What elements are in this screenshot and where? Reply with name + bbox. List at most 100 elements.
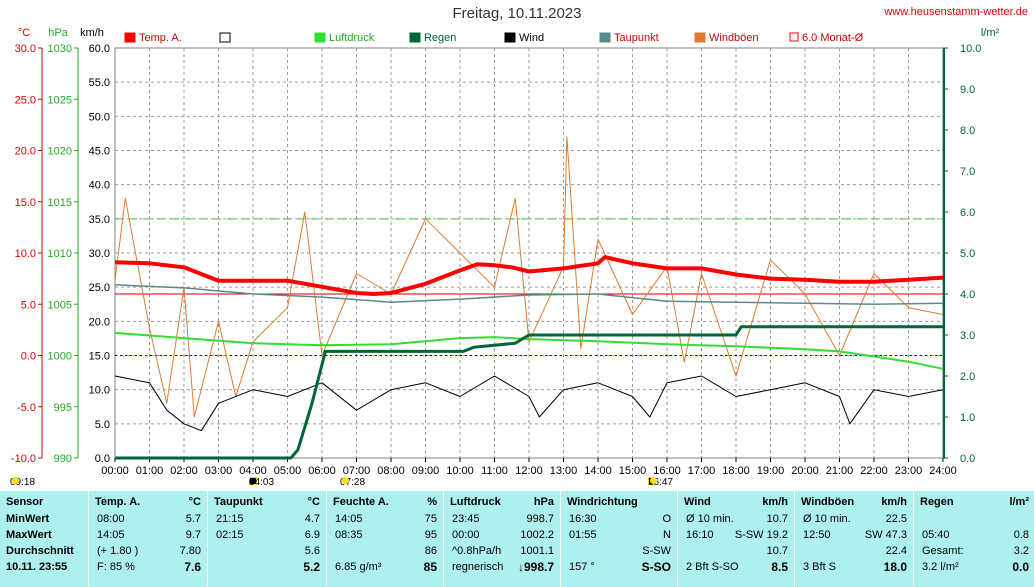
x-tick-label: 18:00 (722, 465, 750, 477)
rain-axis-tick-label: 4.0 (960, 289, 975, 301)
x-tick-label: 10:00 (446, 465, 474, 477)
temp-axis-tick-label: -5.0 (17, 402, 36, 414)
cell-label: 05:40 (922, 529, 950, 541)
column-unit: km/h (881, 496, 907, 508)
cell-value: 18.0 (883, 560, 907, 574)
legend-label: Temp. A. (139, 32, 182, 44)
legend-swatch (219, 32, 231, 43)
moonrise-label: 04:03 (249, 477, 275, 488)
rain-axis-tick-label: 7.0 (960, 166, 975, 178)
rain-axis-tick-label: 6.0 (960, 207, 975, 219)
wind-axis-tick-label: 25.0 (89, 282, 110, 294)
cell-label: 3.2 l/m² (922, 561, 959, 573)
wind-axis-tick-label: 50.0 (89, 111, 110, 123)
x-tick-label: 09:00 (412, 465, 440, 477)
pressure-axis-tick-label: 1020 (48, 146, 72, 158)
table-column-pressure: Luftdruck hPa 23:45 998.7 00:00 1002.2 ^0.8hPa… (443, 491, 560, 587)
series-wind-line (114, 375, 944, 432)
x-tick-label: 08:00 (377, 465, 405, 477)
temp-axis-tick-label: 0.0 (21, 351, 36, 363)
sun-icon (12, 477, 19, 484)
cell-label: 16:30 (569, 513, 597, 525)
row-label-sensor: Sensor (6, 496, 44, 508)
column-unit: % (427, 496, 437, 508)
rain-axis-tick-label: 0.0 (960, 453, 975, 465)
rain-axis-tick-label: 1.0 (960, 412, 975, 424)
cell-value: N (663, 529, 671, 541)
x-tick-label: 24:00 (929, 465, 957, 477)
table-column-dew: Taupunkt °C 21:15 4.7 02:15 6.9 5.6 5.2 (207, 491, 326, 587)
rain-axis-tick-label: 10.0 (960, 43, 981, 55)
cell-label: ^0.8hPa/h (452, 545, 502, 557)
table-column-humidity: Feuchte A.% 14:05 75 08:35 95 86 6.85 g/m³ 85 (326, 491, 443, 587)
wind-axis-tick-label: 15.0 (89, 351, 110, 363)
cell-value: 10.7 (766, 513, 788, 525)
cell-value: 5.6 (304, 545, 320, 557)
column-unit: hPa (533, 496, 554, 508)
legend-swatch (314, 32, 326, 43)
cell-value: 22.5 (885, 513, 907, 525)
temp-axis-tick-label: 25.0 (15, 94, 36, 106)
x-tick-label: 05:00 (274, 465, 302, 477)
x-tick-label: 06:00 (308, 465, 336, 477)
pressure-axis-tick-label: 1000 (48, 351, 72, 363)
x-tick-label: 20:00 (791, 465, 819, 477)
x-tick-label: 13:00 (550, 465, 578, 477)
rain-axis-tick-label: 2.0 (960, 371, 975, 383)
chart-legend: Temp. A. Luftdruck Regen Wind Taupunkt Windbö… (124, 32, 864, 44)
cell-label: 23:45 (452, 513, 480, 525)
x-tick-label: 23:00 (895, 465, 923, 477)
x-tick-label: 19:00 (757, 465, 785, 477)
astro-bar: 09:18 04:03 07:28 16:47 (0, 477, 1034, 489)
wind-axis-tick-label: 0.0 (95, 453, 110, 465)
x-tick-label: 12:00 (515, 465, 543, 477)
website-link[interactable]: www.heusenstamm-wetter.de (884, 6, 1028, 18)
cell-label: 16:10 (686, 529, 714, 541)
axis-unit-label: °C (18, 27, 30, 39)
x-tick-label: 14:00 (584, 465, 612, 477)
cell-value: 9.7 (185, 529, 201, 541)
moonset-label: 16:47 (648, 477, 674, 488)
rain-axis-tick-label: 9.0 (960, 84, 975, 96)
legend-swatch (124, 32, 136, 43)
wind-axis-tick-label: 60.0 (89, 43, 110, 55)
cell-label: 02:15 (216, 529, 244, 541)
cell-value: 6.9 (304, 529, 320, 541)
table-column-wind: Wind km/h Ø 10 min. 10.7 16:10 S-SW 19.2 10.7 2… (677, 491, 794, 587)
column-header: Taupunkt (214, 496, 263, 508)
column-unit: °C (307, 496, 320, 508)
x-tick-label: 16:00 (653, 465, 681, 477)
cell-value: 998.7 (526, 513, 554, 525)
cell-label: (+ 1.80 ) (97, 545, 139, 557)
x-tick-label: 07:00 (343, 465, 371, 477)
column-header: Windrichtung (567, 496, 638, 508)
x-tick-label: 04:00 (239, 465, 267, 477)
cell-label: 14:05 (97, 529, 125, 541)
cell-label: 21:15 (216, 513, 244, 525)
temp-axis-tick-label: 20.0 (15, 146, 36, 158)
cell-label: Ø 10 min. (686, 513, 734, 525)
wind-axis-tick-label: 5.0 (95, 419, 110, 431)
row-label-min: MinWert (6, 513, 50, 525)
cell-label: 08:00 (97, 513, 125, 525)
cell-value: 86 (424, 545, 437, 557)
sun-icon (342, 477, 349, 484)
sunrise-yesterday-label: 09:18 (10, 477, 36, 488)
cell-value: 22.4 (885, 545, 907, 557)
legend-swatch (599, 32, 611, 43)
temp-axis-tick-label: 30.0 (15, 43, 36, 55)
pressure-axis-tick-label: 995 (54, 402, 72, 414)
column-header: Feuchte A. (333, 496, 389, 508)
pressure-axis-tick-label: 1030 (48, 43, 72, 55)
cell-value: S-SW (642, 545, 671, 557)
x-tick-label: 17:00 (688, 465, 716, 477)
axis-unit-label: hPa (48, 27, 68, 39)
cell-value: 1002.2 (520, 529, 554, 541)
cell-label: Gesamt: (922, 545, 964, 557)
temp-axis-tick-label: 10.0 (15, 248, 36, 260)
x-tick-label: 22:00 (860, 465, 888, 477)
x-tick-label: 01:00 (136, 465, 164, 477)
legend-label: Luftdruck (329, 32, 375, 44)
legend-swatch (409, 32, 421, 43)
sun-icon (650, 477, 657, 484)
